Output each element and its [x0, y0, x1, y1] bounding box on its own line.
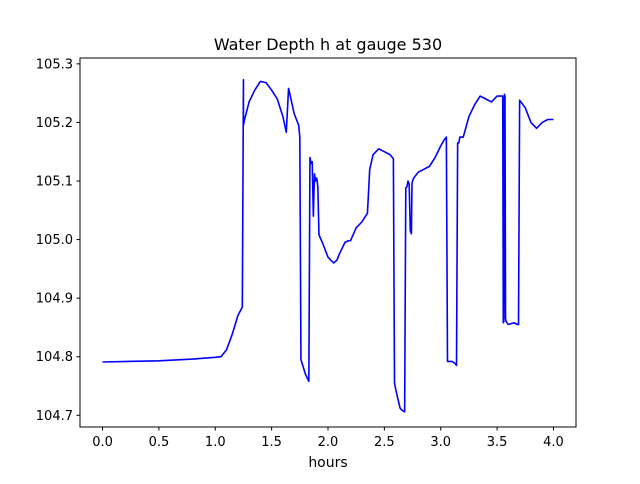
chart-title: Water Depth h at gauge 530: [214, 35, 442, 54]
x-axis-ticks: 0.0 0.5 1.0 1.5 2.0 2.5 3.0 3.5 4.0: [92, 427, 564, 450]
y-tick-label: 105.2: [36, 116, 73, 131]
x-axis-label: hours: [308, 455, 347, 471]
x-tick-label: 4.0: [543, 435, 564, 450]
plot-area: [102, 78, 554, 413]
y-tick-label: 105.3: [36, 57, 73, 72]
series-line-0: [102, 78, 554, 413]
x-tick-label: 1.0: [205, 435, 226, 450]
y-tick-label: 104.7: [36, 409, 73, 424]
y-tick-label: 104.8: [36, 350, 73, 365]
x-tick-label: 0.5: [149, 435, 170, 450]
axes-frame: [79, 57, 577, 428]
y-tick-label: 105.1: [36, 175, 73, 190]
x-tick-label: 2.0: [318, 435, 339, 450]
x-tick-label: 1.5: [261, 435, 282, 450]
y-axis-ticks: 104.7 104.8 104.9 105.0 105.1 105.2 105.3: [36, 57, 80, 424]
x-tick-label: 0.0: [92, 435, 113, 450]
y-tick-label: 105.0: [36, 233, 73, 248]
x-tick-label: 3.0: [430, 435, 451, 450]
x-tick-label: 3.5: [487, 435, 508, 450]
x-tick-label: 2.5: [374, 435, 395, 450]
y-tick-label: 104.9: [36, 292, 73, 307]
